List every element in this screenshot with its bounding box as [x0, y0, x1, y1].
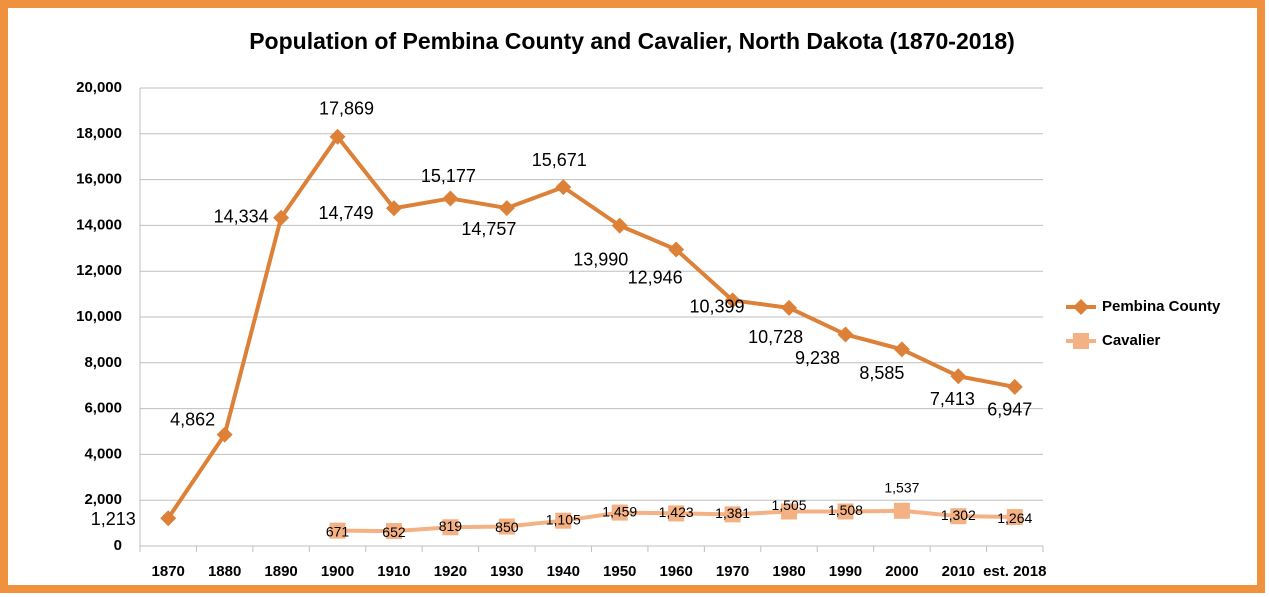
data-point [1006, 509, 1023, 526]
data-label: 1,508 [828, 502, 863, 518]
x-tick-label: 1920 [434, 563, 467, 580]
data-label: 14,757 [461, 219, 516, 239]
data-label: 1,302 [941, 507, 976, 523]
y-tick-label: 18,000 [76, 125, 122, 142]
legend-marker [1073, 299, 1089, 315]
x-tick-label: 1990 [829, 563, 862, 580]
data-point [385, 200, 402, 217]
x-tick-label: 1900 [321, 563, 354, 580]
data-point [668, 241, 685, 258]
data-point [950, 368, 967, 385]
data-label: 15,177 [421, 166, 476, 186]
data-label: 10,399 [690, 297, 745, 317]
y-tick-label: 16,000 [76, 171, 122, 188]
x-tick-label: 1880 [208, 563, 241, 580]
data-point [781, 503, 798, 520]
x-tick-label: 1980 [772, 563, 805, 580]
x-tick-label: 1910 [377, 563, 410, 580]
data-label: 9,238 [795, 348, 840, 368]
data-label: 1,264 [997, 510, 1032, 526]
x-tick-label: 1870 [152, 563, 185, 580]
x-tick-label: 1970 [716, 563, 749, 580]
legend-label: Cavalier [1102, 332, 1161, 349]
x-tick-label: 1890 [264, 563, 297, 580]
data-label: 1,423 [659, 504, 694, 520]
data-label: 12,946 [628, 267, 683, 287]
chart-title: Population of Pembina County and Cavalie… [249, 28, 1015, 54]
data-label: 14,334 [214, 207, 269, 227]
data-point [329, 522, 346, 539]
x-tick-label: 2010 [942, 563, 975, 580]
data-point [781, 299, 798, 316]
data-label: 4,862 [170, 409, 215, 429]
data-label: 1,381 [715, 505, 750, 521]
data-point [555, 179, 572, 196]
data-point [442, 190, 459, 207]
data-point [893, 341, 910, 358]
data-point [329, 128, 346, 145]
data-label: 1,505 [772, 497, 807, 513]
data-label: 13,990 [573, 249, 628, 269]
x-tick-label: est. 2018 [983, 563, 1046, 580]
x-tick-label: 2000 [885, 563, 918, 580]
data-point [893, 502, 910, 519]
y-tick-label: 12,000 [76, 262, 122, 279]
data-point [498, 518, 515, 535]
x-tick-label: 1960 [659, 563, 692, 580]
data-point [611, 504, 628, 521]
data-label: 1,537 [884, 480, 919, 496]
data-point [216, 426, 233, 443]
data-label: 10,728 [748, 327, 803, 347]
data-point [555, 512, 572, 529]
y-tick-label: 6,000 [84, 400, 122, 417]
data-point [385, 523, 402, 540]
x-tick-label: 1930 [490, 563, 523, 580]
data-label: 14,749 [318, 203, 373, 223]
x-tick-label: 1940 [547, 563, 580, 580]
series-line [166, 134, 1016, 520]
data-point [724, 506, 741, 523]
data-point [1006, 378, 1023, 395]
data-label: 671 [326, 523, 350, 539]
y-tick-label: 4,000 [84, 445, 122, 462]
data-point [837, 326, 854, 343]
y-tick-label: 20,000 [76, 79, 122, 96]
data-label: 652 [382, 524, 406, 540]
y-tick-label: 10,000 [76, 308, 122, 325]
y-tick-label: 14,000 [76, 216, 122, 233]
data-point [273, 209, 290, 226]
data-label: 15,671 [532, 150, 587, 170]
data-label: 850 [495, 519, 519, 535]
data-point [442, 519, 459, 536]
data-point [498, 200, 515, 217]
data-label: 1,213 [91, 509, 136, 529]
y-tick-label: 2,000 [84, 491, 122, 508]
data-label: 6,947 [987, 400, 1032, 420]
data-point [160, 510, 177, 527]
y-tick-label: 0 [114, 537, 122, 554]
y-tick-label: 8,000 [84, 354, 122, 371]
data-label: 1,105 [546, 511, 581, 527]
data-label: 8,585 [859, 363, 904, 383]
data-point [950, 508, 967, 525]
data-label: 819 [439, 518, 463, 534]
x-tick-label: 1950 [603, 563, 636, 580]
data-label: 7,413 [930, 389, 975, 409]
data-point [837, 503, 854, 520]
data-point [724, 292, 741, 309]
data-point [611, 217, 628, 234]
legend-marker [1073, 333, 1089, 349]
data-label: 1,459 [602, 503, 637, 519]
data-point [668, 505, 685, 522]
legend-label: Pembina County [1102, 298, 1221, 315]
data-label: 17,869 [319, 99, 374, 119]
